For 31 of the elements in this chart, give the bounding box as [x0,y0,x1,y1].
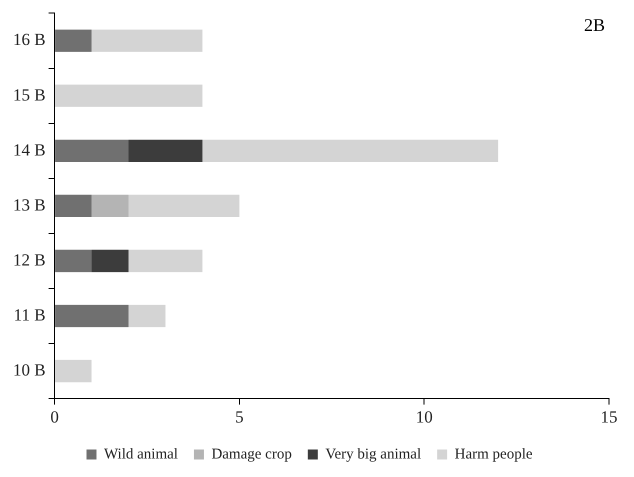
bar [55,140,129,162]
bar [55,360,92,382]
y-tick-label: 10 B [12,360,46,380]
annotation: 2B [584,14,605,35]
bar [55,30,92,52]
bar [55,250,92,272]
bar [92,30,202,52]
x-tick-label: 15 [600,407,618,426]
bar [128,194,240,218]
bar [128,250,202,272]
x-tick-label: 0 [50,407,59,426]
y-tick-label: 14 B [12,140,46,160]
y-tick-label: 13 B [12,195,46,214]
bar [202,140,498,162]
bar [128,140,202,162]
bar [92,250,129,272]
legend-label: Very big animal [325,446,422,462]
y-tick-label: 16 B [12,30,46,50]
bar [55,84,202,107]
y-tick-label: 11 B [14,305,46,324]
x-tick-label: 10 [416,407,433,426]
legend-label: Damage crop [211,446,292,462]
y-tick-label: 12 B [12,250,46,270]
legend-label: Wild animal [104,446,178,462]
bar [128,304,166,328]
y-tick-label: 15 B [12,85,46,104]
bar [92,194,129,218]
bar [55,304,129,328]
bar [55,194,92,218]
x-tick-label: 5 [235,407,244,426]
legend-label: Harm people [454,446,533,462]
